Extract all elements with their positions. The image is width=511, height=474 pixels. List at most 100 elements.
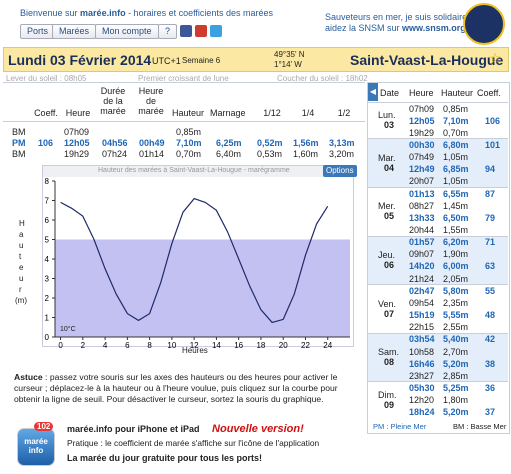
- snsm-prefix: aidez la SNSM sur: [325, 23, 403, 33]
- list-header: Coeff.: [477, 88, 501, 98]
- table-cell: 12h05: [64, 138, 90, 148]
- day-block: [368, 332, 508, 383]
- week: Semaine 6: [182, 56, 221, 65]
- x-tick-label: 0: [58, 341, 63, 350]
- tide-coeff: 94: [485, 164, 496, 175]
- tide-height: 2,85m: [443, 370, 469, 381]
- favorite-star[interactable]: ☆: [489, 50, 502, 66]
- app-badge: 102: [34, 422, 54, 431]
- app-free: La marée du jour gratuite pour tous les …: [67, 453, 263, 463]
- tide-time: 07h49: [409, 152, 435, 163]
- longitude: 1°14' W: [274, 60, 302, 69]
- day-name: Mar.: [378, 152, 396, 163]
- tide-time: 18h24: [409, 407, 435, 418]
- snsm-line: Sauveteurs en mer, je suis solidaire: [325, 12, 468, 22]
- table-cell: 0,52m: [257, 138, 283, 148]
- column-header: Marnage: [210, 108, 246, 118]
- port-name: Saint-Vaast-La-Hougue: [350, 52, 504, 68]
- snsm: Sauveteurs en mer, je suis solidaire aide…: [325, 12, 468, 34]
- day-name: Lun.: [378, 110, 396, 121]
- tide-coeff: 48: [485, 310, 496, 321]
- table-cell: 01h14: [139, 149, 165, 159]
- tide-height: 5,80m: [443, 285, 469, 296]
- tide-time: 12h05: [409, 115, 435, 126]
- date: Lundi 03 Février 2014: [8, 52, 152, 68]
- nav-button[interactable]: Mon compte: [95, 24, 159, 39]
- tide-height: 6,85m: [443, 164, 469, 175]
- day-number: 08: [384, 357, 395, 368]
- temperature: 10°C: [60, 326, 76, 333]
- tip-text: : passez votre souris sur les axes des h…: [14, 372, 338, 404]
- latitude: 49°35' N: [274, 50, 305, 59]
- twitter-icon[interactable]: [210, 25, 222, 37]
- tide-time: 12h49: [409, 164, 435, 175]
- tide-coeff: 87: [485, 188, 496, 199]
- day-number: 03: [384, 120, 395, 131]
- app-new: Nouvelle version!: [212, 423, 304, 435]
- y-tick-label: 8: [45, 177, 50, 186]
- table-cell: 0,53m: [257, 149, 283, 159]
- nav-button[interactable]: Marées: [52, 24, 97, 39]
- table-cell: BM: [12, 127, 26, 137]
- tide-time: 07h09: [409, 103, 435, 114]
- sunset: Coucher du soleil : 18h02: [277, 74, 368, 83]
- tide-coeff: 79: [485, 212, 496, 223]
- tide-time: 02h47: [409, 285, 435, 296]
- prev-button[interactable]: ◀: [368, 83, 378, 101]
- day-block: [368, 102, 508, 140]
- day-name: Jeu.: [378, 249, 396, 260]
- chart-title: Hauteur des marées à Saint-Vaast-La-Houg…: [98, 167, 290, 174]
- tide-time: 13h33: [409, 212, 435, 223]
- tide-height: 5,20m: [443, 407, 469, 418]
- app-line: marée.info pour iPhone et iPad Nouvelle …: [67, 423, 304, 435]
- tide-height: 6,00m: [443, 261, 469, 272]
- tide-time: 10h58: [409, 346, 435, 357]
- day-name: Mer.: [378, 201, 396, 212]
- tide-height: 1,45m: [443, 200, 469, 211]
- y-tick-label: 3: [45, 275, 50, 284]
- tide-time: 01h57: [409, 237, 435, 248]
- facebook-icon[interactable]: [180, 25, 192, 37]
- tide-height: 1,05m: [443, 152, 469, 163]
- column-header: 1/2: [337, 108, 351, 118]
- x-tick-label: 10: [167, 341, 176, 350]
- tide-time: 21h24: [409, 273, 435, 284]
- options-button[interactable]: Options: [323, 165, 357, 177]
- moon: Premier croissant de lune: [138, 74, 229, 83]
- tide-height: 5,40m: [443, 334, 469, 345]
- tide-coeff: 37: [485, 407, 496, 418]
- app-title[interactable]: marée.info pour iPhone et iPad: [67, 424, 200, 434]
- day-block: [368, 187, 508, 237]
- column-header: 1/4: [301, 108, 315, 118]
- x-tick-label: 8: [147, 341, 152, 350]
- tide-height: 2,05m: [443, 273, 469, 284]
- snsm-link[interactable]: www.snsm.org: [402, 23, 466, 33]
- snsm-logo[interactable]: [463, 3, 505, 45]
- table-cell: 3,13m: [329, 138, 355, 148]
- tide-time: 03h54: [409, 334, 435, 345]
- table-cell: 1,60m: [293, 149, 319, 159]
- tide-height: 1,55m: [443, 225, 469, 235]
- table-cell: 6,40m: [216, 149, 242, 159]
- day-block: [368, 235, 508, 286]
- y-tick-label: 5: [45, 236, 50, 245]
- x-tick-label: 6: [125, 341, 130, 350]
- tide-coeff: 38: [485, 358, 496, 369]
- utc: UTC+1: [152, 56, 181, 66]
- tide-coeff: 106: [485, 115, 501, 126]
- tide-coeff: 42: [485, 334, 496, 345]
- nav-button[interactable]: Ports: [20, 24, 56, 39]
- tide-time: 16h46: [409, 358, 435, 369]
- tide-height: 2,35m: [443, 297, 469, 308]
- legend-pm: PM : Pleine Mer: [373, 421, 427, 431]
- tide-coeff: 101: [485, 139, 501, 150]
- nav-button[interactable]: ?: [158, 24, 178, 39]
- day-block: [368, 381, 508, 419]
- tide-height: 6,50m: [443, 212, 469, 223]
- tide-height: 1,90m: [443, 249, 469, 260]
- snsm-line: aidez la SNSM sur www.snsm.org: [325, 23, 466, 34]
- google-icon[interactable]: [195, 25, 207, 37]
- table-cell: 0,70m: [176, 149, 202, 159]
- tip-title: Astuce: [14, 372, 43, 382]
- table-cell: 04h56: [102, 138, 128, 148]
